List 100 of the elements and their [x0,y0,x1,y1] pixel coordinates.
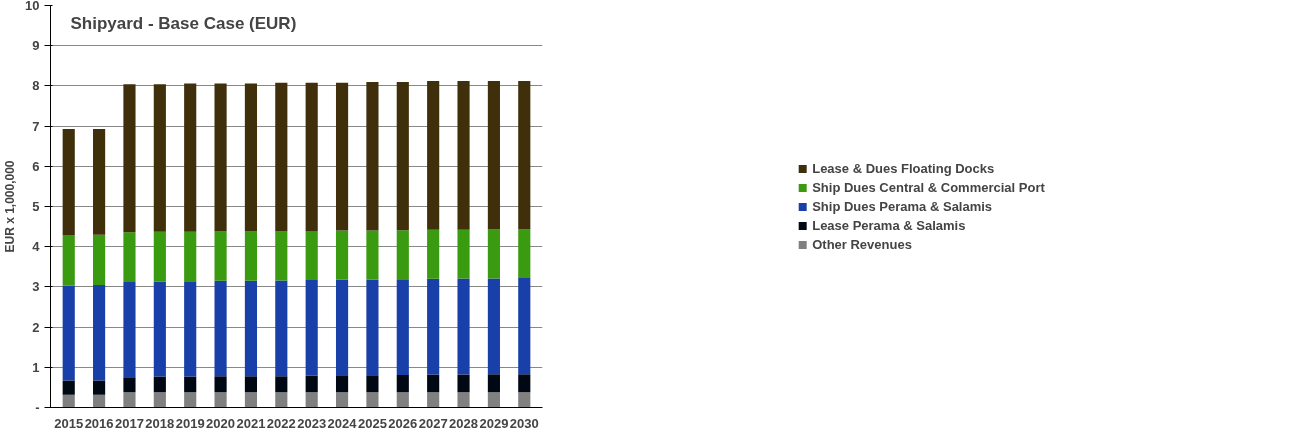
bar [518,392,531,408]
bar [275,231,288,281]
bar [518,229,531,279]
bar [305,375,318,393]
x-tick-label: 2021 [236,415,266,431]
bar [305,231,318,281]
bar [396,392,409,408]
bar [366,230,379,280]
bar [62,394,75,408]
bar [62,285,75,381]
bar [275,82,288,232]
bar [275,392,288,408]
bar [244,392,258,408]
bar [93,128,106,235]
y-tick-label: 2 [32,319,40,335]
bar [335,392,349,408]
bar [457,278,470,375]
bar [93,380,106,395]
legend-label: Ship Dues Perama & Salamis [812,198,993,214]
bar [427,81,440,230]
legend-label: Lease & Dues Floating Docks [812,160,995,176]
bar [366,375,379,393]
x-tick-label: 2016 [84,415,114,431]
bar [123,232,136,283]
y-tick-label: 9 [32,38,40,54]
bar [457,374,470,393]
bar [184,281,197,377]
bar [305,280,318,376]
bar [184,376,197,393]
x-tick-label: 2019 [175,415,205,431]
x-tick-label: 2027 [418,415,448,431]
x-tick-label: 2015 [54,415,84,431]
bar [487,374,500,393]
y-tick-label: 1 [32,359,40,375]
bar [214,392,227,408]
x-tick-label: 2023 [297,415,327,431]
legend-label: Lease Perama & Salamis [812,217,966,233]
bar [427,229,440,279]
bar [214,231,227,281]
bar [335,82,349,231]
bar [214,83,227,232]
bar [457,81,470,230]
y-axis-title: EUR x 1,000,000 [3,160,18,253]
y-tick-label: 7 [32,118,40,134]
bar [335,279,349,376]
x-tick-label: 2028 [449,415,478,431]
bar [123,392,136,408]
bar [123,84,136,233]
bar [457,229,470,279]
bar [305,392,318,408]
bar [366,81,379,231]
bar [396,230,409,280]
x-tick-label: 2022 [266,415,296,431]
y-tick-label: 3 [32,279,40,295]
y-tick-label: 8 [32,78,40,94]
bar [62,128,75,236]
y-tick-label: 10 [25,0,40,13]
bar [153,84,166,232]
bar [305,82,318,232]
bar [244,231,258,281]
bar [244,280,258,377]
y-tick-label: 5 [32,199,40,214]
text: Shipyard - Base Case (EUR) [70,13,297,33]
bar [153,376,166,393]
bar [275,376,288,393]
y-tick-label: - [35,400,40,415]
bar [62,380,75,395]
bar [396,374,409,393]
bar [184,392,197,408]
bar [153,392,166,408]
bar [457,392,470,408]
bar [487,81,500,230]
bar [153,231,166,282]
bar [366,392,379,408]
bar [244,83,258,232]
bar [427,392,440,408]
bar [123,282,136,378]
bar [184,231,197,282]
x-tick-label: 2017 [115,415,144,431]
bar [123,377,136,393]
bar [366,279,379,376]
bar [214,376,227,393]
bar [93,394,106,408]
x-tick-label: 2024 [327,415,358,431]
bar [214,280,227,377]
bar [93,284,106,381]
bar [487,278,500,375]
bar [62,235,75,286]
bar [184,83,197,232]
bar [487,392,500,408]
bar [518,81,531,230]
bar [487,229,500,279]
bar [427,374,440,393]
y-tick-label: 6 [32,158,40,174]
bar [244,376,258,393]
bar [275,280,288,377]
bar [335,230,349,280]
bar [396,81,409,231]
bar [396,279,409,375]
bar [153,281,166,377]
